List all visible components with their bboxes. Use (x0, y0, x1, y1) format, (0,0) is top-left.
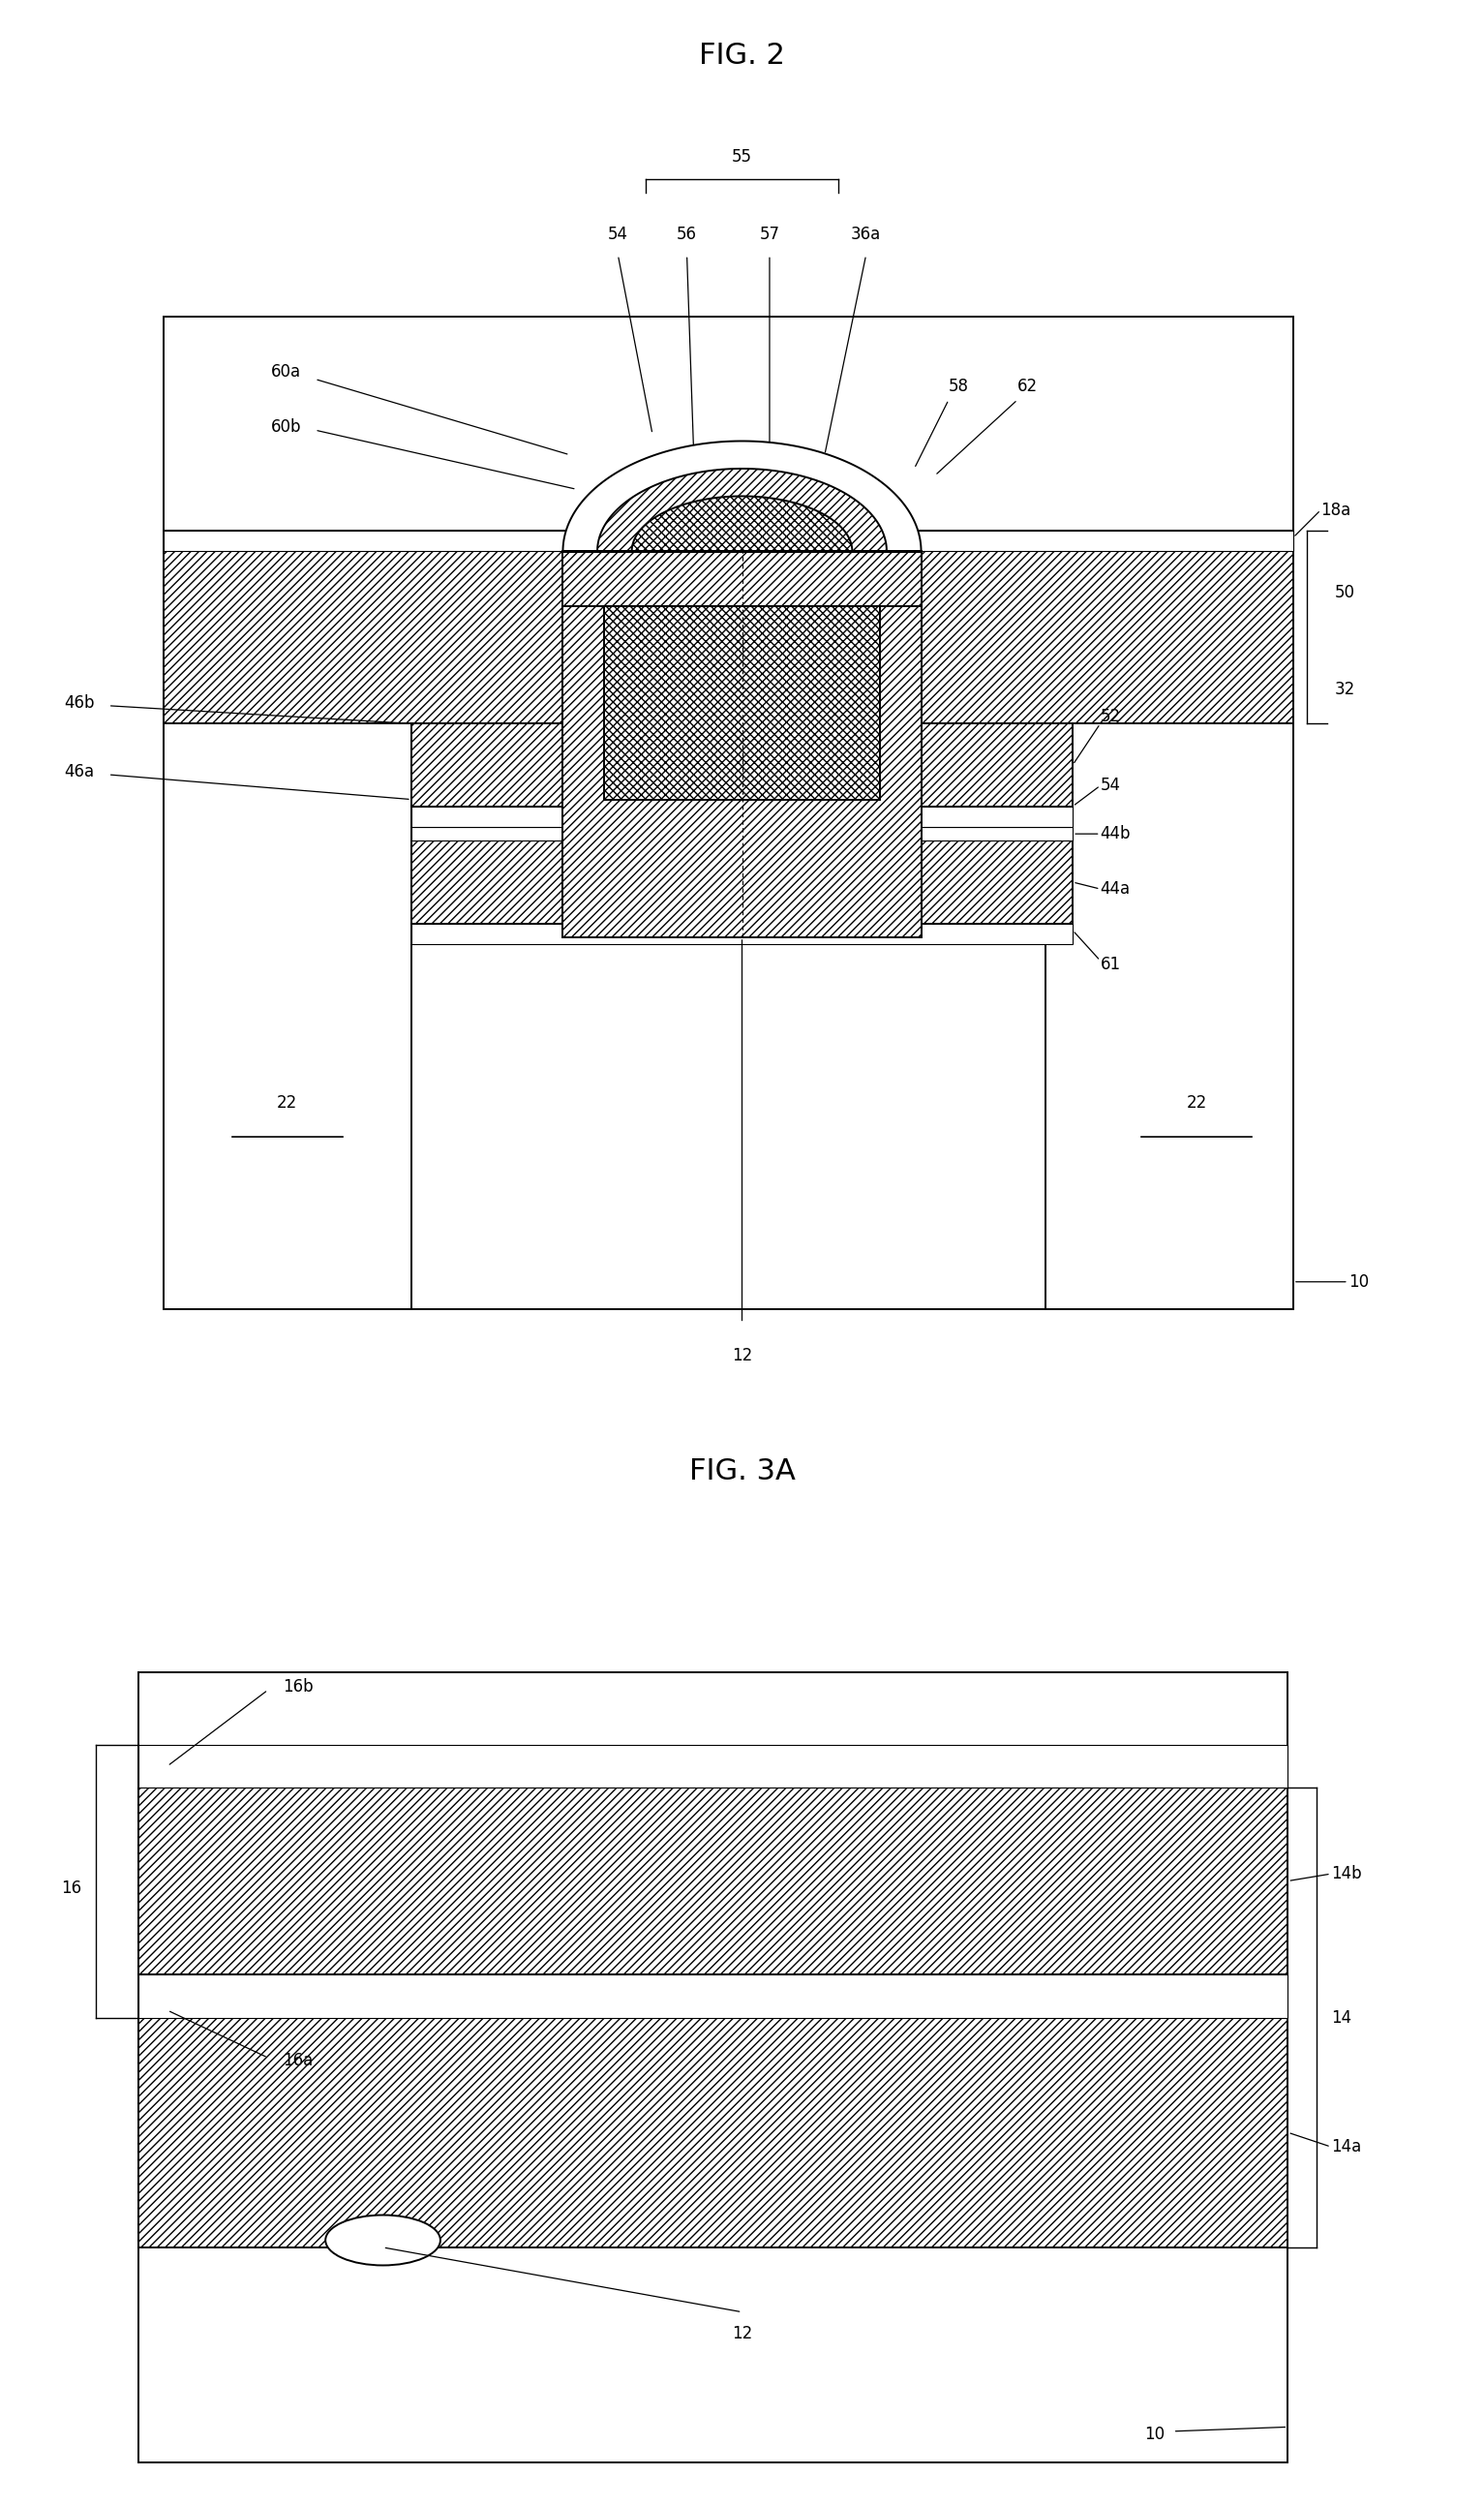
Text: 32: 32 (1334, 682, 1355, 697)
Text: 44a: 44a (1100, 880, 1131, 897)
Text: 12: 12 (732, 2326, 752, 2343)
Text: 61: 61 (1100, 957, 1120, 972)
Text: 16: 16 (61, 1880, 82, 1897)
Text: 14a: 14a (1331, 2138, 1361, 2155)
Text: 44b: 44b (1100, 824, 1131, 842)
Bar (562, 551, 922, 937)
Bar (411, 922, 1073, 945)
Text: 58: 58 (948, 378, 969, 393)
Text: 10: 10 (1349, 1273, 1368, 1291)
Bar (604, 606, 880, 799)
Bar (138, 2017, 1288, 2248)
Text: FIG. 2: FIG. 2 (699, 43, 785, 70)
Bar (138, 1975, 1288, 2017)
Text: FIG. 3A: FIG. 3A (689, 1456, 795, 1486)
Bar (163, 531, 1293, 724)
Text: 36a: 36a (850, 226, 881, 243)
Bar (163, 316, 1293, 1308)
Bar (163, 531, 1293, 551)
Bar (138, 1787, 1288, 1975)
Bar (1045, 551, 1293, 1308)
Text: 60b: 60b (270, 419, 301, 436)
Text: 52: 52 (1100, 709, 1120, 724)
Bar (411, 724, 1073, 807)
Text: 46a: 46a (64, 764, 95, 779)
Polygon shape (598, 469, 886, 551)
Text: 57: 57 (760, 226, 779, 243)
Text: 46b: 46b (64, 694, 95, 712)
Text: 22: 22 (1186, 1095, 1206, 1110)
Text: 55: 55 (732, 148, 752, 165)
Text: 16a: 16a (282, 2052, 313, 2070)
Bar (411, 807, 1073, 827)
Text: 62: 62 (1018, 378, 1037, 393)
Text: 22: 22 (278, 1095, 298, 1110)
Bar (163, 551, 411, 1308)
Bar (138, 1672, 1288, 2463)
Text: 60a: 60a (272, 363, 301, 381)
Text: 14: 14 (1331, 2010, 1352, 2027)
Text: 56: 56 (677, 226, 697, 243)
Text: 54: 54 (1100, 777, 1120, 794)
Bar (411, 827, 1073, 842)
Text: 14b: 14b (1331, 1864, 1361, 1882)
Text: 18a: 18a (1321, 501, 1350, 519)
Text: 50: 50 (1334, 584, 1355, 601)
Text: 54: 54 (608, 226, 628, 243)
Polygon shape (562, 441, 922, 551)
Text: 16b: 16b (282, 1679, 313, 1697)
Text: 10: 10 (1144, 2426, 1165, 2443)
Bar (411, 842, 1073, 922)
Bar (138, 1744, 1288, 1787)
Polygon shape (632, 496, 852, 551)
Text: 12: 12 (732, 1348, 752, 1363)
Ellipse shape (325, 2215, 441, 2265)
